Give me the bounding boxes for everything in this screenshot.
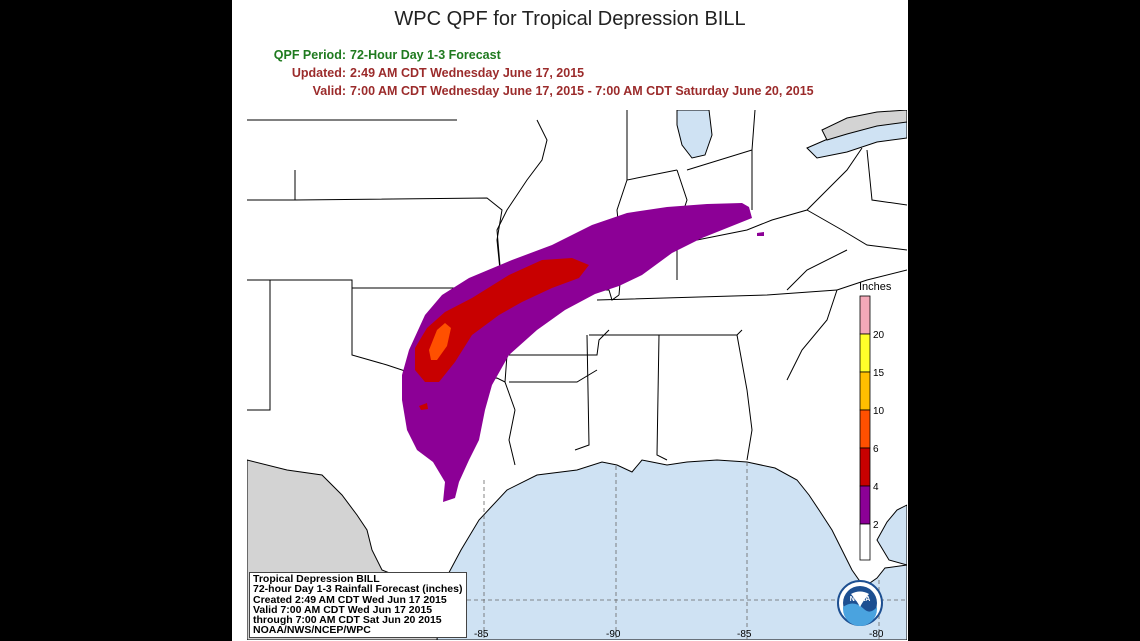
legend-swatch-10: [859, 371, 871, 411]
qpf-period-label: QPF Period:: [273, 48, 346, 62]
rainfall-4in-contour: [415, 258, 589, 382]
atlantic-ocean: [876, 504, 907, 566]
valid-value: 7:00 AM CDT Wednesday June 17, 2015 - 7:…: [350, 84, 814, 98]
rainfall-6in-contour: [429, 323, 451, 360]
legend-tick-4: 4: [873, 482, 879, 493]
noaa-logo: NOAA: [837, 580, 883, 626]
longitude-label-4: -80: [869, 629, 884, 640]
caption-source: NOAA/NWS/NCEP/WPC: [253, 624, 371, 637]
longitude-label-1: -85: [474, 629, 489, 640]
legend-swatch-4: [859, 447, 871, 487]
updated-label: Updated:: [291, 66, 346, 80]
caption-valid-start: Valid 7:00 AM CDT Wed Jun 17 2015: [253, 603, 433, 616]
forecast-caption: Tropical Depression BILL 72-hour Day 1-3…: [249, 572, 467, 638]
legend-swatch-below-2: [859, 523, 871, 561]
caption-forecast-type: 72-hour Day 1-3 Rainfall Forecast (inche…: [253, 583, 463, 596]
rainfall-4in-spot: [419, 403, 428, 410]
legend-bars: 20 15 10 6 4 2: [859, 295, 885, 561]
caption-created: Created 2:49 AM CDT Wed Jun 17 2015: [253, 593, 447, 606]
qpf-period-value: 72-Hour Day 1-3 Forecast: [350, 48, 501, 62]
rainfall-map: Inches 20 15 10 6 4 2 -85 -90 -85 -80 NOAA: [247, 110, 907, 640]
rainfall-2in-spot: [757, 232, 764, 236]
legend-title: Inches: [859, 281, 892, 293]
longitude-label-3: -85: [737, 629, 752, 640]
legend-swatch-20: [859, 295, 871, 335]
legend-swatch-2: [859, 485, 871, 525]
longitude-label-2: -90: [606, 629, 621, 640]
updated-value: 2:49 AM CDT Wednesday June 17, 2015: [350, 66, 585, 80]
lake-michigan: [676, 110, 713, 159]
legend-tick-6: 6: [873, 444, 879, 455]
valid-label: Valid:: [312, 84, 346, 98]
longitude-labels: -85 -90 -85 -80: [474, 629, 884, 640]
page-title: WPC QPF for Tropical Depression BILL: [394, 8, 746, 30]
legend-tick-2: 2: [873, 520, 879, 531]
caption-storm-name: Tropical Depression BILL: [253, 573, 380, 585]
noaa-logo-text: NOAA: [850, 596, 871, 603]
legend-tick-20: 20: [873, 330, 885, 341]
legend-swatch-6: [859, 409, 871, 449]
legend-tick-10: 10: [873, 406, 885, 417]
caption-valid-end: through 7:00 AM CDT Sat Jun 20 2015: [253, 614, 442, 627]
legend-swatch-15: [859, 333, 871, 373]
rainfall-legend: Inches 20 15 10 6 4 2: [859, 281, 892, 561]
legend-tick-15: 15: [873, 368, 885, 379]
canada-land: [821, 110, 907, 141]
rainfall-2in-contour: [402, 203, 752, 502]
